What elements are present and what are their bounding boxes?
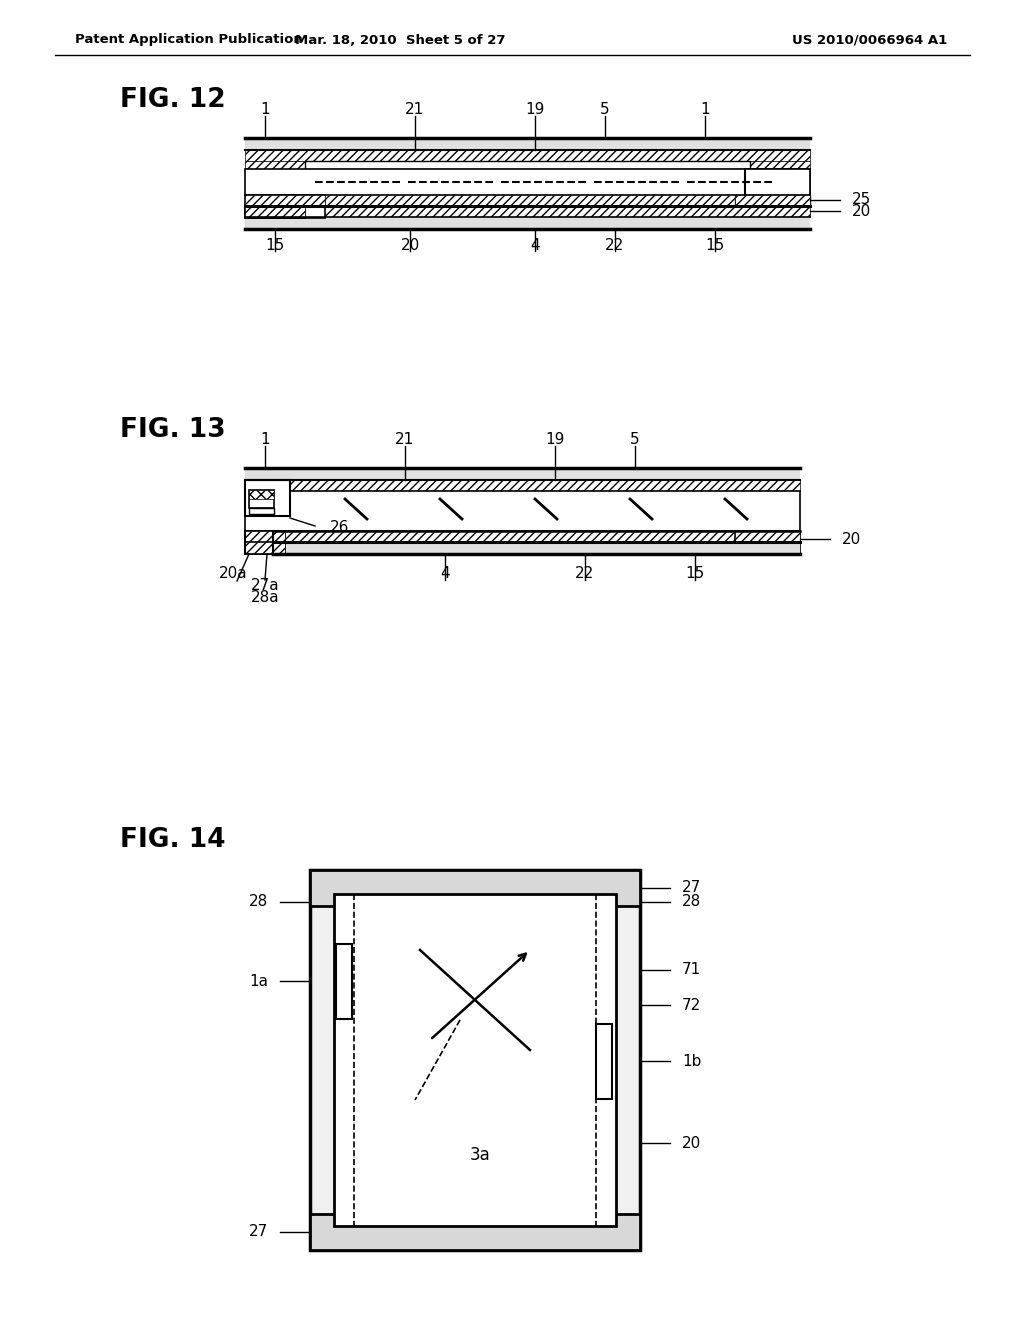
Bar bbox=[245, 480, 800, 491]
Bar bbox=[245, 161, 305, 172]
Text: 4: 4 bbox=[530, 238, 540, 252]
Text: 20: 20 bbox=[842, 532, 861, 546]
Text: 27: 27 bbox=[249, 1225, 268, 1239]
Bar bbox=[245, 195, 810, 206]
Bar bbox=[245, 195, 325, 218]
Bar bbox=[745, 169, 810, 195]
Bar bbox=[245, 139, 810, 150]
Text: 5: 5 bbox=[600, 103, 610, 117]
Text: FIG. 14: FIG. 14 bbox=[120, 828, 225, 853]
Text: 1: 1 bbox=[700, 103, 710, 117]
Bar bbox=[245, 150, 810, 161]
Text: 4: 4 bbox=[440, 566, 450, 582]
Bar bbox=[249, 490, 274, 508]
Bar bbox=[310, 1214, 640, 1250]
Text: 19: 19 bbox=[546, 433, 564, 447]
Text: US 2010/0066964 A1: US 2010/0066964 A1 bbox=[793, 33, 947, 46]
Bar bbox=[245, 206, 305, 216]
Bar bbox=[334, 894, 616, 1226]
Bar bbox=[245, 531, 285, 554]
Bar bbox=[750, 161, 810, 172]
Text: 20a: 20a bbox=[219, 566, 248, 582]
Bar bbox=[249, 508, 274, 513]
Text: 20: 20 bbox=[682, 1135, 701, 1151]
Text: 22: 22 bbox=[575, 566, 595, 582]
Text: 21: 21 bbox=[395, 433, 415, 447]
Bar bbox=[735, 531, 800, 553]
Bar bbox=[245, 206, 305, 218]
Bar bbox=[245, 543, 285, 553]
Bar bbox=[735, 195, 810, 206]
Bar bbox=[735, 195, 810, 206]
Text: 20: 20 bbox=[400, 238, 420, 252]
Bar bbox=[735, 531, 800, 543]
Text: 15: 15 bbox=[685, 566, 705, 582]
Text: 26: 26 bbox=[330, 520, 349, 536]
Text: 1b: 1b bbox=[682, 1053, 701, 1068]
Bar bbox=[245, 531, 285, 543]
Text: 5: 5 bbox=[630, 433, 640, 447]
Bar bbox=[305, 161, 750, 169]
Bar bbox=[336, 944, 352, 1019]
Bar bbox=[273, 531, 800, 543]
Text: 1a: 1a bbox=[249, 974, 268, 989]
Text: Patent Application Publication: Patent Application Publication bbox=[75, 33, 303, 46]
Bar bbox=[245, 206, 810, 216]
Text: 27a: 27a bbox=[251, 578, 280, 594]
Bar bbox=[245, 216, 810, 228]
Bar bbox=[249, 490, 274, 499]
Text: 27: 27 bbox=[682, 880, 701, 895]
Text: 19: 19 bbox=[525, 103, 545, 117]
Bar bbox=[273, 543, 800, 554]
Text: 28: 28 bbox=[682, 895, 701, 909]
Text: 15: 15 bbox=[265, 238, 285, 252]
Bar bbox=[245, 491, 800, 531]
Bar bbox=[245, 169, 810, 195]
Bar bbox=[245, 469, 800, 480]
Bar bbox=[596, 1024, 612, 1100]
Text: 22: 22 bbox=[605, 238, 625, 252]
Text: 15: 15 bbox=[706, 238, 725, 252]
Text: 20: 20 bbox=[852, 203, 871, 219]
Bar bbox=[245, 480, 290, 516]
Text: 1: 1 bbox=[260, 433, 269, 447]
Text: 25: 25 bbox=[852, 193, 871, 207]
Bar bbox=[310, 870, 640, 906]
Text: 21: 21 bbox=[406, 103, 425, 117]
Text: FIG. 12: FIG. 12 bbox=[120, 87, 225, 114]
Bar bbox=[310, 870, 640, 1250]
Text: FIG. 13: FIG. 13 bbox=[120, 417, 225, 444]
Text: 71: 71 bbox=[682, 962, 701, 978]
Text: 1: 1 bbox=[260, 103, 269, 117]
Text: 72: 72 bbox=[682, 998, 701, 1012]
Bar bbox=[245, 195, 325, 206]
Text: 28a: 28a bbox=[251, 590, 280, 606]
Text: 3a: 3a bbox=[470, 1146, 490, 1164]
Bar bbox=[245, 543, 285, 554]
Text: 28: 28 bbox=[249, 895, 268, 909]
Text: Mar. 18, 2010  Sheet 5 of 27: Mar. 18, 2010 Sheet 5 of 27 bbox=[295, 33, 505, 46]
